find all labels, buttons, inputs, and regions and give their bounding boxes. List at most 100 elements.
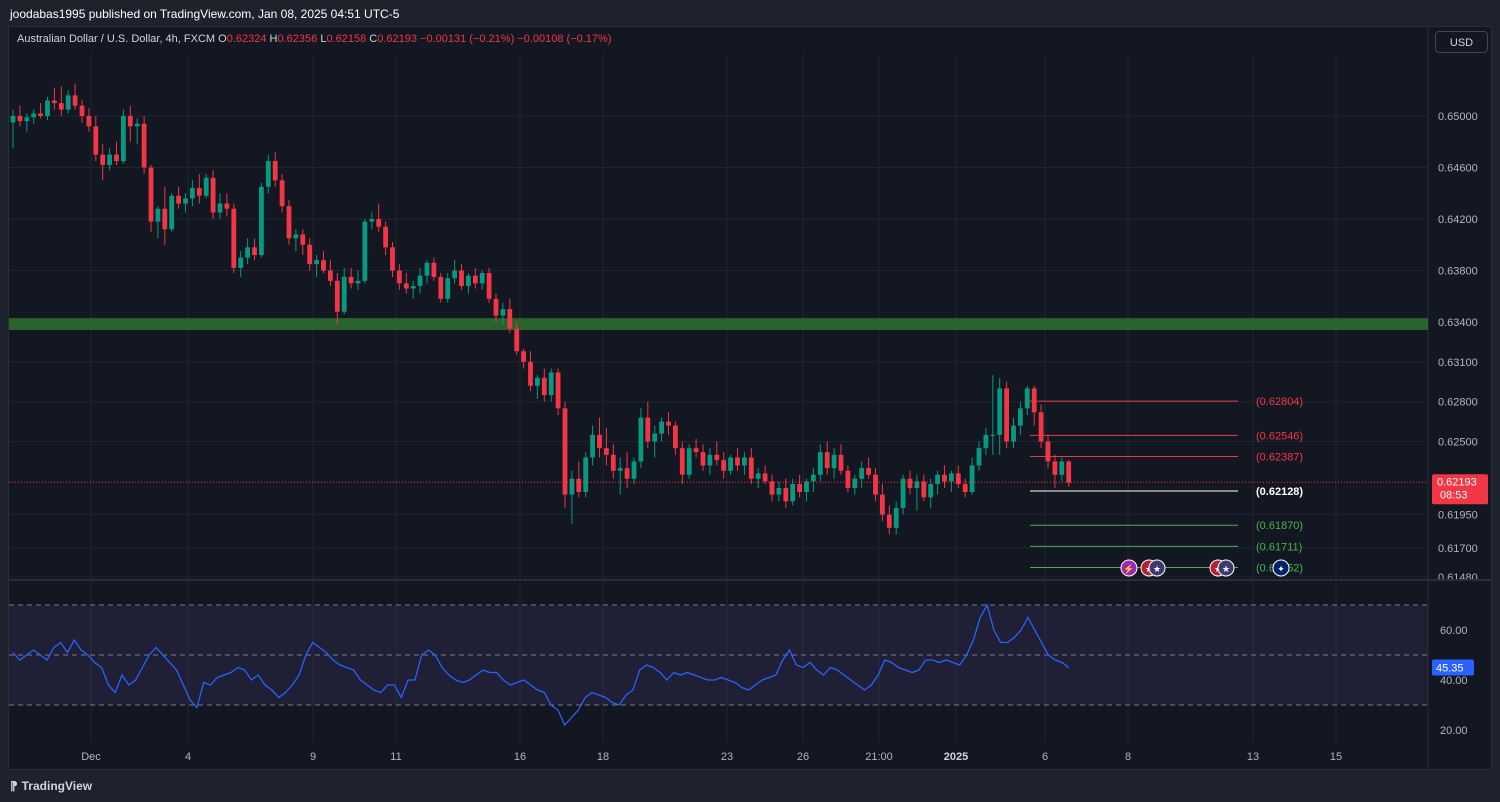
candle-up xyxy=(900,478,906,508)
rsi-line xyxy=(12,603,1070,727)
candle-down xyxy=(397,270,402,284)
candle-down xyxy=(252,247,257,256)
tradingview-logo[interactable]: ⁋ TradingView xyxy=(10,779,92,793)
candle-up xyxy=(983,434,989,449)
candle-up xyxy=(617,468,623,471)
candle-up xyxy=(341,276,347,312)
candle-up xyxy=(45,100,50,116)
candle-down xyxy=(348,276,354,284)
candle-up xyxy=(914,481,920,489)
candle-down xyxy=(521,351,526,362)
candle-up xyxy=(1018,408,1023,426)
price-axis-tick: 0.64200 xyxy=(1438,214,1478,226)
candle-up xyxy=(107,154,112,165)
time-axis-tick: 8 xyxy=(1125,751,1131,763)
candle-up xyxy=(755,473,761,479)
candle-up xyxy=(203,177,209,196)
candle-up xyxy=(811,474,816,482)
candle-down xyxy=(962,484,968,492)
price-axis-tick: 0.61480 xyxy=(1438,572,1478,584)
time-axis-tick: 2025 xyxy=(944,751,968,763)
candle-up xyxy=(583,457,589,492)
price-axis-tick: 0.64600 xyxy=(1438,163,1478,175)
candle-down xyxy=(866,468,871,475)
candle-up xyxy=(742,457,747,466)
candle-up xyxy=(707,454,713,466)
footer-bar xyxy=(0,770,1500,802)
level-label: (0.62546) xyxy=(1256,430,1303,442)
candle-down xyxy=(100,154,106,165)
candle-down xyxy=(769,481,775,495)
candle-up xyxy=(535,377,540,386)
legend-open-label: O xyxy=(218,33,227,45)
legend-high: 0.62356 xyxy=(277,33,318,45)
candle-up xyxy=(155,208,161,222)
candle-down xyxy=(493,298,499,316)
candle-up xyxy=(31,113,37,118)
candle-up xyxy=(652,433,658,442)
candle-down xyxy=(955,473,961,485)
candle-down xyxy=(210,177,216,213)
time-axis-tick: Dec xyxy=(81,751,101,763)
candle-down xyxy=(79,105,85,116)
legend-change2: −0.00108 (−0.17%) xyxy=(517,33,612,45)
level-label: (0.62387) xyxy=(1256,452,1303,464)
time-axis-tick: 21:00 xyxy=(865,751,893,763)
event-icon-glyph: ⚡ xyxy=(1123,563,1134,575)
candle-down xyxy=(272,161,278,181)
support-zone xyxy=(9,318,1428,330)
candle-down xyxy=(1004,388,1009,442)
time-axis-tick: 23 xyxy=(721,751,733,763)
candle-up xyxy=(500,309,506,316)
us-flag-icon-glyph: ★ xyxy=(1153,564,1161,574)
candle-down xyxy=(176,195,181,204)
legend-low-label: L xyxy=(320,33,327,45)
us-flag-icon xyxy=(1217,559,1235,577)
level-label: (0.62804) xyxy=(1256,396,1303,408)
candle-up xyxy=(1059,461,1065,475)
candle-up xyxy=(976,448,982,466)
candle-up xyxy=(590,434,595,458)
candle-down xyxy=(714,454,720,461)
price-axis-tick: 0.63100 xyxy=(1438,357,1478,369)
candle-up xyxy=(831,454,837,469)
candle-down xyxy=(597,434,602,449)
candle-down xyxy=(576,478,582,492)
candle-up xyxy=(24,117,30,122)
candle-up xyxy=(134,123,140,127)
level-label: (0.62128) xyxy=(1256,486,1303,498)
candle-down xyxy=(700,452,706,466)
candle-up xyxy=(169,195,175,230)
legend-close: 0.62193 xyxy=(377,33,417,45)
candle-down xyxy=(52,100,57,104)
candle-down xyxy=(93,126,99,155)
time-axis-tick: 13 xyxy=(1247,751,1259,763)
candle-down xyxy=(390,247,395,271)
candle-up xyxy=(817,452,823,475)
symbol-legend: Australian Dollar / U.S. Dollar, 4h, FXC… xyxy=(17,33,611,45)
candle-down xyxy=(86,116,92,127)
current-price-badge xyxy=(1432,474,1488,505)
price-axis-tick: 0.65000 xyxy=(1438,111,1478,123)
candle-up xyxy=(1024,388,1030,409)
candle-down xyxy=(880,494,885,515)
rsi-axis-tick: 20.00 xyxy=(1440,725,1468,737)
candle-down xyxy=(645,417,651,442)
currency-button[interactable]: USD xyxy=(1435,31,1488,53)
legend-symbol: Australian Dollar / U.S. Dollar, 4h, FXC… xyxy=(17,33,216,45)
candle-up xyxy=(65,95,71,110)
candle-down xyxy=(762,473,768,482)
candle-up xyxy=(728,457,733,471)
candle-up xyxy=(859,468,865,479)
candle-down xyxy=(459,270,464,286)
candle-down xyxy=(886,514,892,528)
price-axis-tick: 0.62500 xyxy=(1438,437,1478,449)
us-flag-icon xyxy=(1148,559,1166,577)
candle-down xyxy=(514,328,520,352)
candle-down xyxy=(334,280,340,312)
price-axis-tick: 0.63800 xyxy=(1438,266,1478,278)
current-price-label: 0.62193 xyxy=(1437,476,1477,488)
price-axis-tick: 0.63400 xyxy=(1438,317,1478,329)
candle-down xyxy=(783,488,789,502)
